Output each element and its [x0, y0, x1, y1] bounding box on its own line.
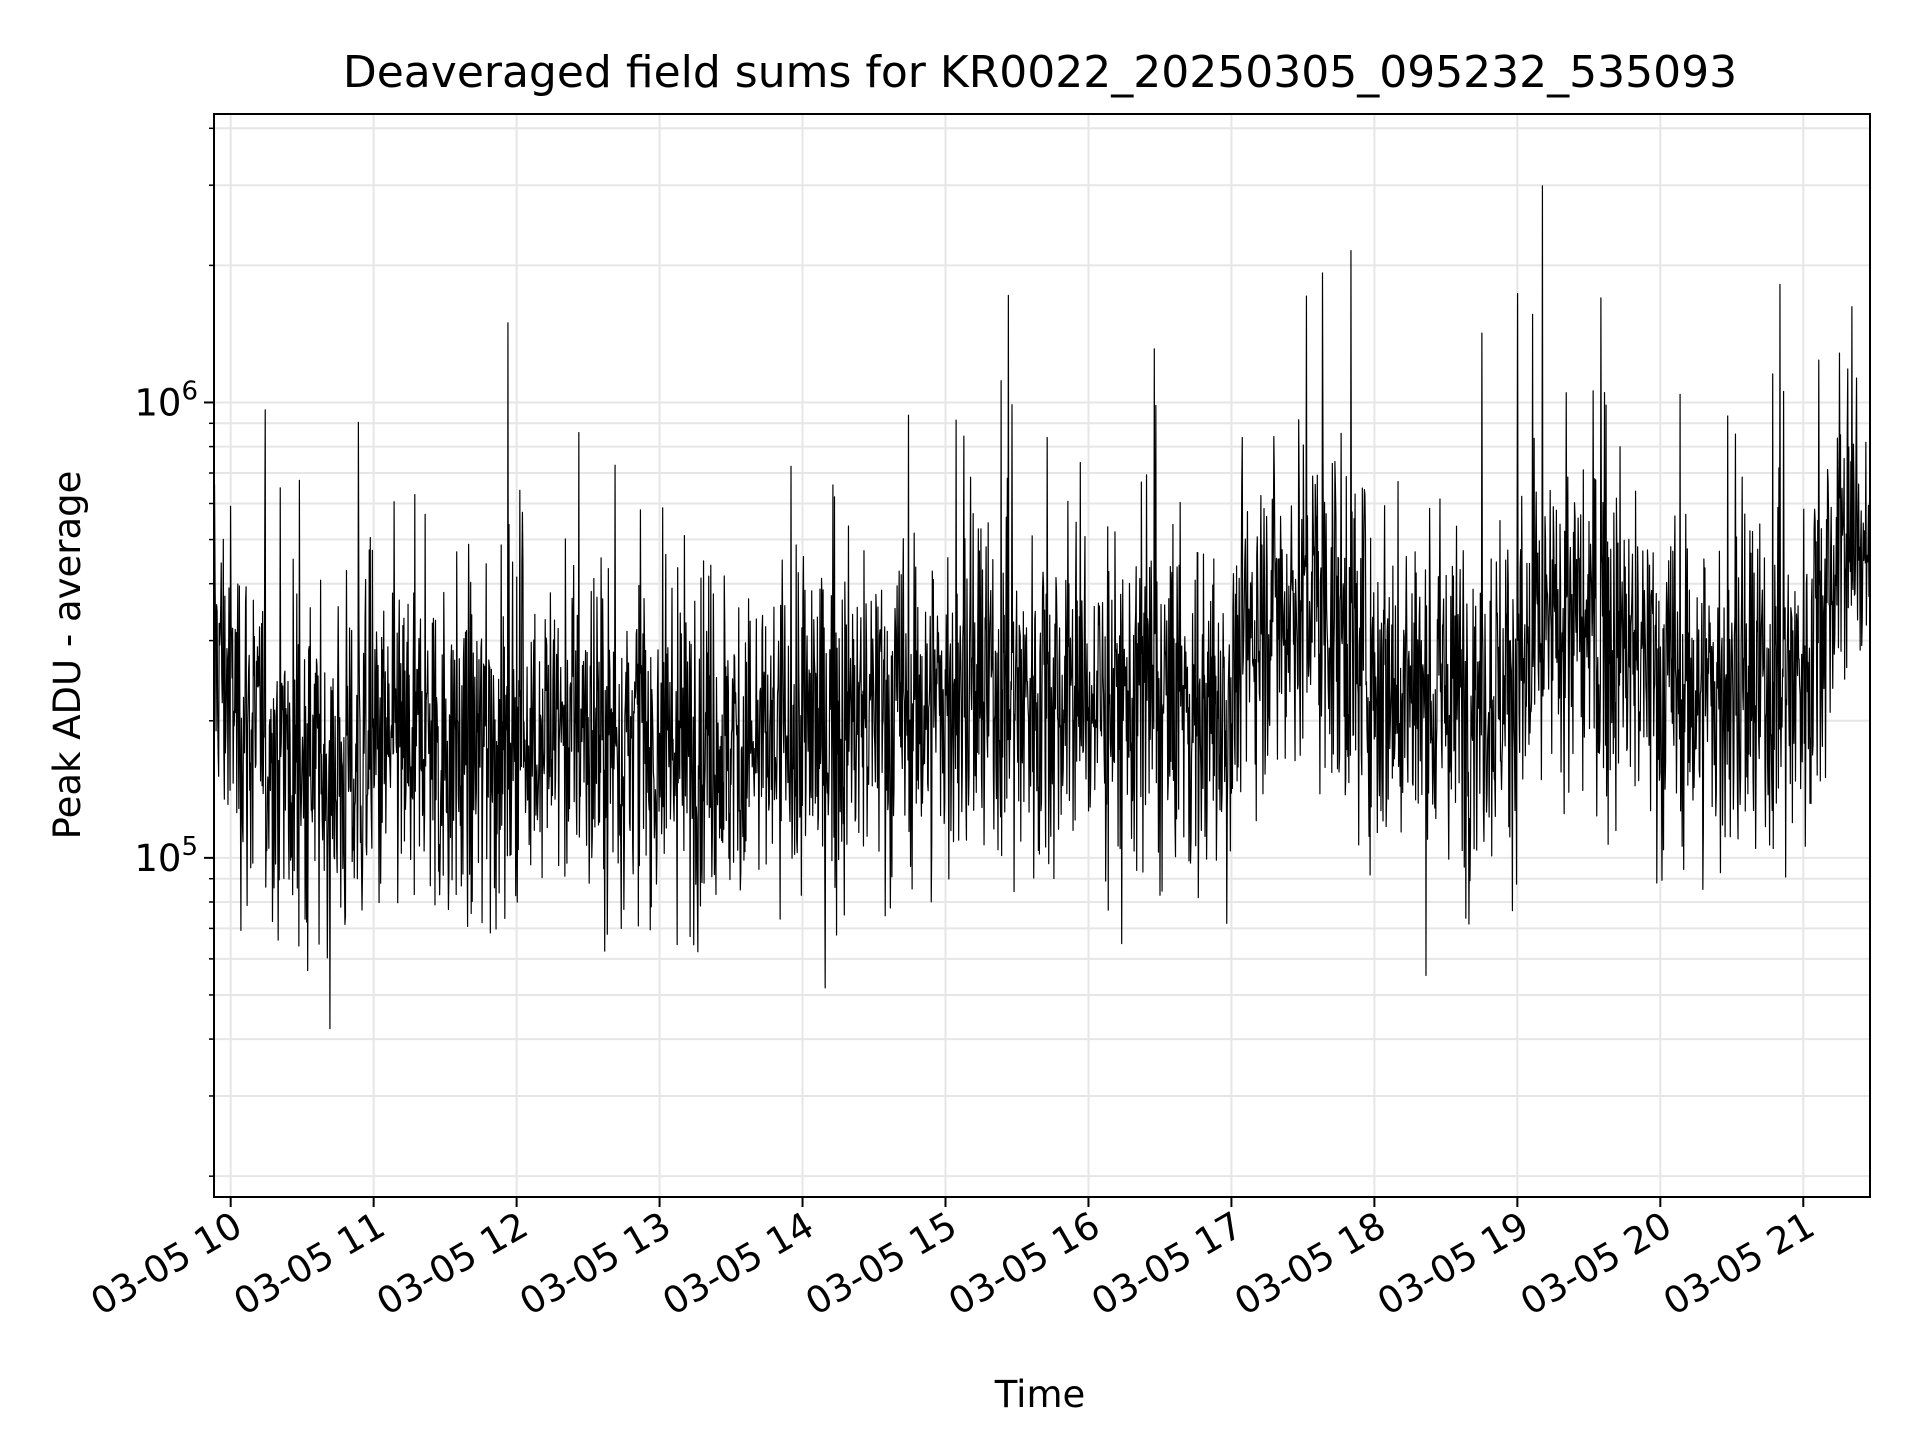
y-tick-label: 106	[134, 376, 198, 424]
y-tick-exponent: 5	[181, 832, 198, 862]
y-axis-label: Peak ADU - average	[46, 471, 89, 840]
y-tick-base: 10	[134, 381, 181, 424]
y-tick-exponent: 6	[181, 376, 198, 406]
plot-frame	[213, 113, 1871, 1198]
series-line	[213, 185, 1871, 1030]
y-tick-label: 105	[134, 832, 198, 880]
chart-title: Deaveraged field sums for KR0022_2025030…	[343, 47, 1737, 98]
plot-area	[213, 185, 1871, 1030]
y-tick-base: 10	[134, 837, 181, 880]
x-axis-label: Time	[994, 1373, 1086, 1416]
